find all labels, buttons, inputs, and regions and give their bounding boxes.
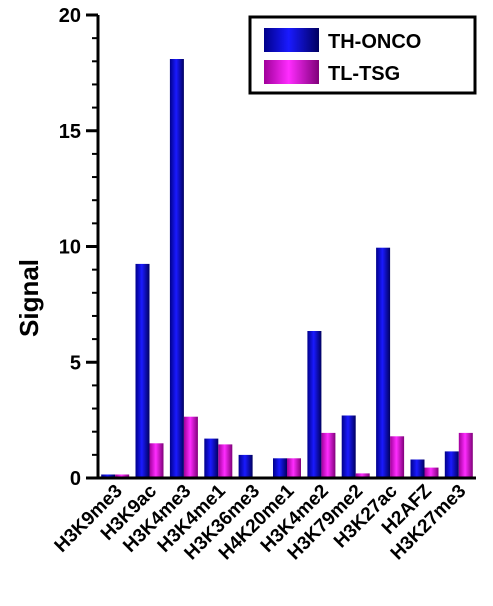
bar-tl-tsg-h3k4me3 xyxy=(183,416,198,478)
bar-tl-tsg-h3k27ac xyxy=(390,436,405,478)
legend: TH-ONCO TL-TSG xyxy=(248,15,477,95)
bar-th-onco-h2afz xyxy=(410,459,425,478)
legend-swatch-th-onco xyxy=(264,28,319,52)
bar-th-onco-h3k4me2 xyxy=(307,331,322,478)
y-tick-label: 0 xyxy=(70,468,81,490)
y-ticks-group: 0 5 10 15 20 xyxy=(59,5,98,490)
legend-label-tl-tsg: TL-TSG xyxy=(328,63,400,85)
legend-swatch-tl-tsg xyxy=(264,60,319,84)
bar-th-onco-h3k27me3 xyxy=(444,451,459,478)
bars-group xyxy=(101,59,473,478)
y-tick-label: 10 xyxy=(59,237,81,259)
y-tick-label: 20 xyxy=(59,5,81,27)
bar-tl-tsg-h3k9ac xyxy=(149,443,164,478)
bar-tl-tsg-h2afz xyxy=(424,467,439,478)
y-axis-title: Signal xyxy=(14,259,44,337)
y-tick-label: 5 xyxy=(70,352,81,374)
bar-th-onco-h3k9ac xyxy=(135,263,150,478)
bar-th-onco-h3k79me2 xyxy=(341,415,356,478)
bar-th-onco-h3k27ac xyxy=(376,247,391,478)
legend-label-th-onco: TH-ONCO xyxy=(328,31,421,53)
bar-th-onco-h3k36me3 xyxy=(238,454,253,478)
x-labels-group: H3K9me3H3K9acH3K4me3H3K4me1H3K36me3H4K20… xyxy=(51,480,471,564)
bar-th-onco-h3k4me1 xyxy=(204,438,219,478)
bar-tl-tsg-h3k4me2 xyxy=(321,432,336,478)
bar-tl-tsg-h3k9me3 xyxy=(115,474,130,478)
bar-th-onco-h3k9me3 xyxy=(101,474,116,478)
bar-tl-tsg-h3k4me1 xyxy=(218,444,233,478)
bar-th-onco-h4k20me1 xyxy=(273,458,287,478)
bar-tl-tsg-h3k79me2 xyxy=(355,473,370,478)
y-tick-label: 15 xyxy=(59,121,81,143)
bar-tl-tsg-h4k20me1 xyxy=(287,458,301,478)
bar-th-onco-h3k4me3 xyxy=(169,59,184,478)
bar-tl-tsg-h3k27me3 xyxy=(458,432,473,478)
